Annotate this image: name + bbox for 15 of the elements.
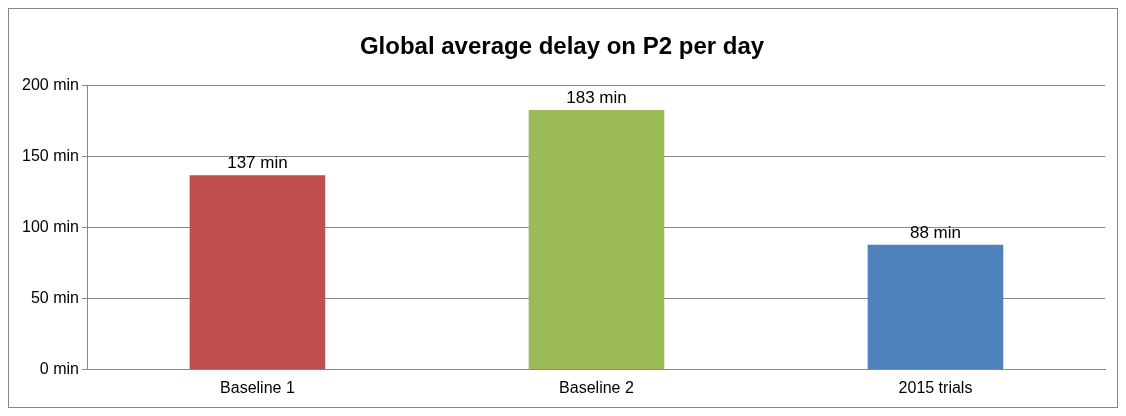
data-label: 137 min — [227, 153, 288, 173]
y-tick-label: 50 min — [30, 289, 79, 307]
y-tick-label: 150 min — [22, 147, 79, 165]
y-tick-label: 200 min — [22, 76, 79, 94]
bar — [867, 244, 1004, 370]
chart-title: Global average delay on P2 per day — [359, 32, 765, 60]
data-label: 183 min — [566, 88, 627, 108]
bar — [528, 109, 665, 370]
y-tick-label: 0 min — [39, 360, 79, 378]
x-tick-label: Baseline 1 — [220, 378, 295, 396]
data-label: 88 min — [909, 223, 961, 243]
bar — [189, 175, 326, 370]
x-tick-label: Baseline 2 — [559, 378, 634, 396]
y-tick-label: 100 min — [22, 218, 79, 236]
x-tick-label: 2015 trials — [898, 378, 973, 396]
